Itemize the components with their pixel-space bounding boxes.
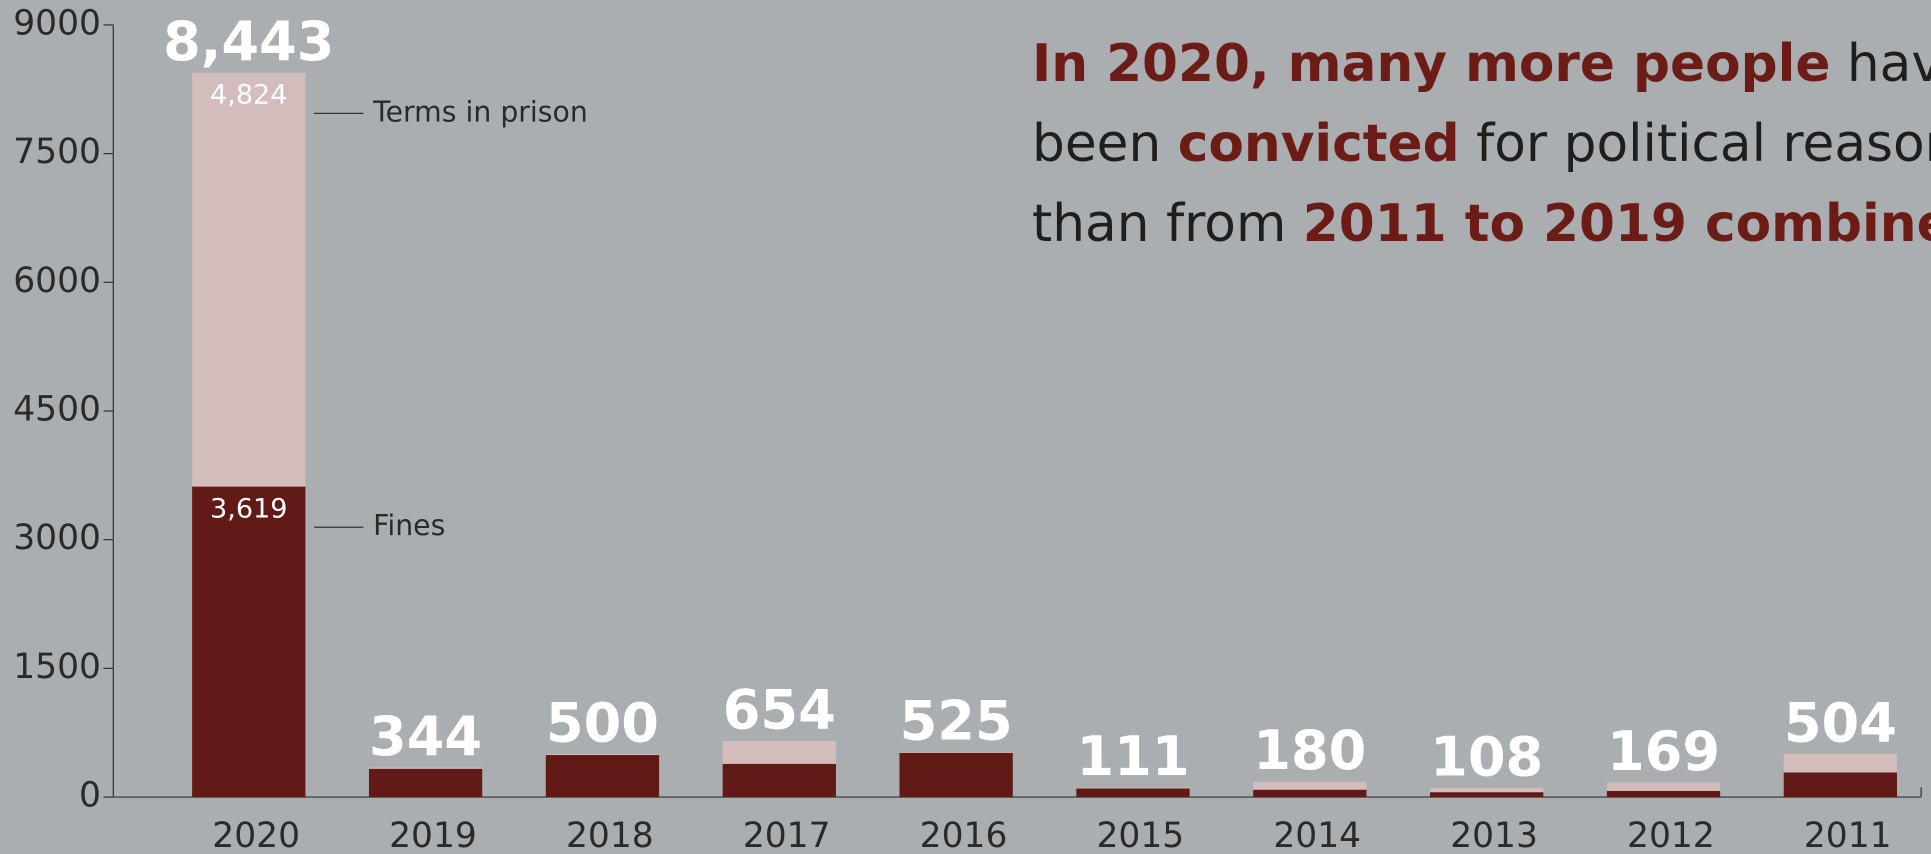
y-tick-label: 7500 [13, 132, 101, 172]
y-tick-label: 4500 [13, 389, 101, 429]
bar-segment [1076, 787, 1190, 789]
bar-segment [899, 752, 1013, 753]
bar-segment [1430, 787, 1544, 793]
x-tick-label: 2012 [1627, 816, 1715, 854]
bar-segment [1253, 789, 1367, 798]
total-label: 8,443 [163, 10, 334, 73]
bar-segment [368, 767, 483, 769]
x-tick-label: 2020 [212, 816, 300, 854]
x-tick-label: 2013 [1450, 816, 1538, 854]
segment-label: 4,824 [210, 80, 288, 111]
headline-part: In 2020, many more people [1032, 34, 1830, 94]
x-tick-label: 2019 [389, 816, 477, 854]
series-label: Terms in prison [372, 95, 588, 128]
headline-part: convicted [1178, 114, 1460, 174]
y-tick-label: 3000 [13, 518, 101, 558]
x-tick-label: 2011 [1804, 816, 1892, 854]
total-label: 169 [1607, 720, 1720, 783]
x-tick-label: 2017 [743, 816, 831, 854]
bar-segment [1253, 781, 1367, 790]
total-label: 504 [1784, 691, 1897, 754]
headline-line: been convicted for political reasons [1032, 114, 1931, 174]
bar-segment [899, 752, 1013, 798]
total-label: 111 [1076, 725, 1189, 788]
bar-segment [192, 486, 306, 798]
total-label: 525 [900, 690, 1013, 753]
headline-part: than from [1032, 194, 1303, 254]
x-tick-label: 2015 [1097, 816, 1185, 854]
y-tick-label: 9000 [13, 3, 101, 43]
bar-segment [1606, 790, 1721, 798]
x-tick-label: 2016 [920, 816, 1008, 854]
bar-segment [1783, 753, 1898, 773]
headline-line: than from 2011 to 2019 combined. [1032, 194, 1931, 254]
bar-segment [1606, 782, 1721, 791]
bar-segment [368, 768, 483, 798]
headline-part: been [1032, 114, 1178, 174]
bar-segment [1076, 788, 1190, 798]
y-tick-label: 6000 [13, 261, 101, 301]
x-tick-label: 2018 [566, 816, 654, 854]
bar-segment [722, 763, 836, 798]
bar-segment [722, 740, 836, 764]
y-tick-label: 0 [79, 776, 101, 816]
segment-label: 3,619 [210, 493, 288, 524]
y-tick-label: 1500 [13, 647, 101, 687]
bar-segment [1430, 792, 1544, 798]
total-label: 500 [546, 692, 659, 755]
headline-part: 2011 to 2019 combined [1303, 194, 1931, 254]
headline-part: for political reasons [1460, 114, 1931, 174]
total-label: 180 [1253, 719, 1366, 782]
bar-segment [545, 755, 660, 798]
bar-segment [1783, 772, 1898, 798]
total-label: 654 [723, 679, 836, 742]
headline-line: In 2020, many more people have [1032, 34, 1931, 94]
series-label: Fines [373, 509, 445, 542]
bar-segment [192, 72, 306, 487]
bar-segment [545, 754, 660, 756]
total-label: 344 [369, 705, 482, 768]
x-tick-label: 2014 [1273, 816, 1361, 854]
headline-part: have [1830, 34, 1931, 94]
total-label: 108 [1430, 725, 1543, 788]
